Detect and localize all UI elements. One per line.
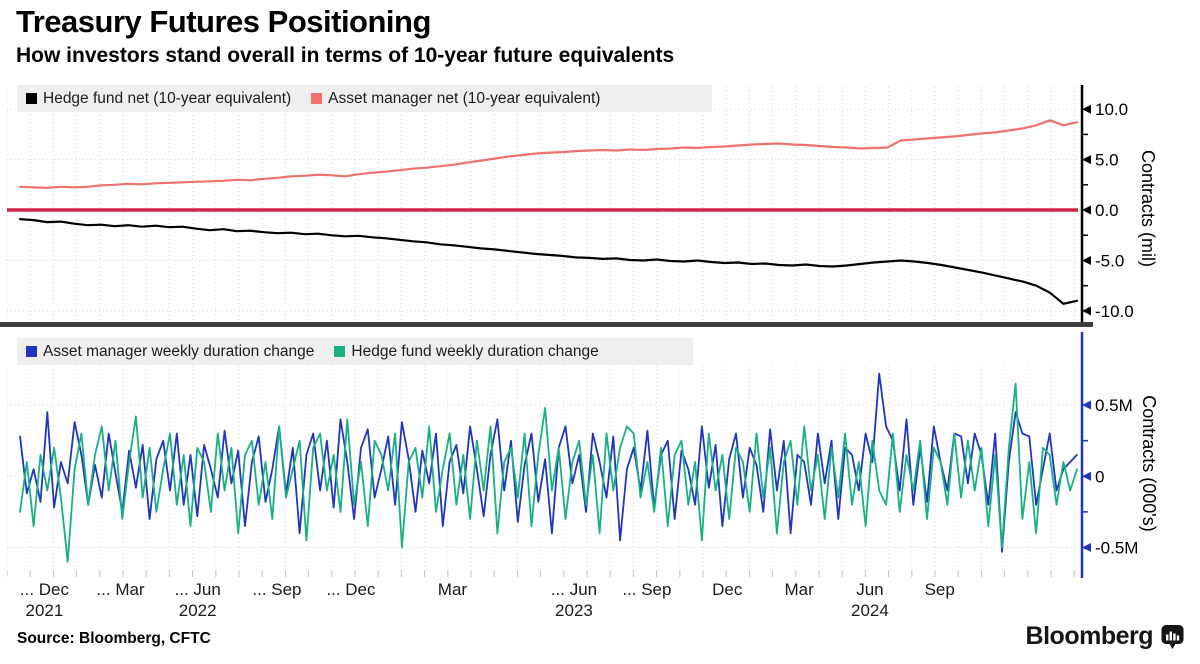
x-axis-label: Mar — [437, 580, 468, 599]
x-axis-label: Dec — [712, 580, 743, 599]
legend-top-panel: Hedge fund net (10-year equivalent) Asse… — [17, 85, 712, 112]
y-tick-label: -0.5M — [1095, 539, 1138, 558]
y-tick-label: 0.5M — [1095, 396, 1133, 415]
panel-divider — [0, 322, 1093, 327]
bloomberg-logo-text: Bloomberg — [1025, 622, 1154, 650]
legend-item-hedge-fund-weekly: Hedge fund weekly duration change — [334, 342, 599, 361]
legend-label: Asset manager net (10-year equivalent) — [328, 89, 601, 107]
y-tick-label: 0.0 — [1095, 201, 1119, 220]
bottom-panel-chart: 0.5M 0 -0.5M — [7, 332, 1138, 578]
x-axis-label: Sep — [924, 580, 955, 599]
legend-item-asset-manager-weekly: Asset manager weekly duration change — [26, 343, 314, 361]
bloomberg-branding: Bloomberg — [1026, 622, 1184, 651]
x-axis-label: ... Sep — [252, 580, 302, 599]
x-axis-label: ... Jun 2022 — [174, 580, 221, 620]
source-note: Source: Bloomberg, CFTC — [17, 630, 211, 647]
legend-bottom-panel: Asset manager weekly duration change Hed… — [17, 338, 693, 365]
chart-title: Treasury Futures Positioning — [16, 4, 431, 39]
bar-chart-bubble-icon — [1161, 624, 1184, 649]
legend-item-hedge-fund-net: Hedge fund net (10-year equivalent) — [26, 90, 291, 108]
x-axis-label: ... Dec — [326, 580, 376, 599]
top-panel-chart: 10.0 5.0 0.0 -5.0 -10.0 — [7, 85, 1134, 326]
legend-item-asset-manager-net: Asset manager net (10-year equivalent) — [311, 90, 600, 108]
x-axis-label: Jun 2024 — [851, 580, 889, 620]
y-tick-label: 10.0 — [1095, 100, 1128, 119]
x-axis-label: ... Sep — [622, 580, 672, 599]
x-axis-label: ... Jun 2023 — [550, 580, 598, 620]
hedge-fund-weekly-swatch-icon — [334, 346, 346, 357]
x-axis-label: ... Dec 2021 — [19, 580, 69, 620]
asset-manager-net-swatch-icon — [311, 93, 323, 104]
y-tick-label: -10.0 — [1095, 302, 1134, 321]
y-tick-label: -5.0 — [1095, 251, 1124, 270]
x-axis-label: ... Mar — [96, 580, 145, 599]
y-tick-label: 0 — [1095, 467, 1104, 486]
chart-subtitle: How investors stand overall in terms of … — [16, 44, 675, 67]
y-tick-label: 5.0 — [1095, 151, 1119, 170]
legend-label: Asset manager weekly duration change — [43, 342, 315, 360]
hedge-fund-net-swatch-icon — [26, 93, 37, 104]
asset-manager-weekly-swatch-icon — [26, 346, 37, 357]
legend-label: Hedge fund net (10-year equivalent) — [43, 89, 292, 107]
legend-label: Hedge fund weekly duration change — [351, 342, 599, 360]
x-axis-label: Mar — [784, 580, 814, 599]
